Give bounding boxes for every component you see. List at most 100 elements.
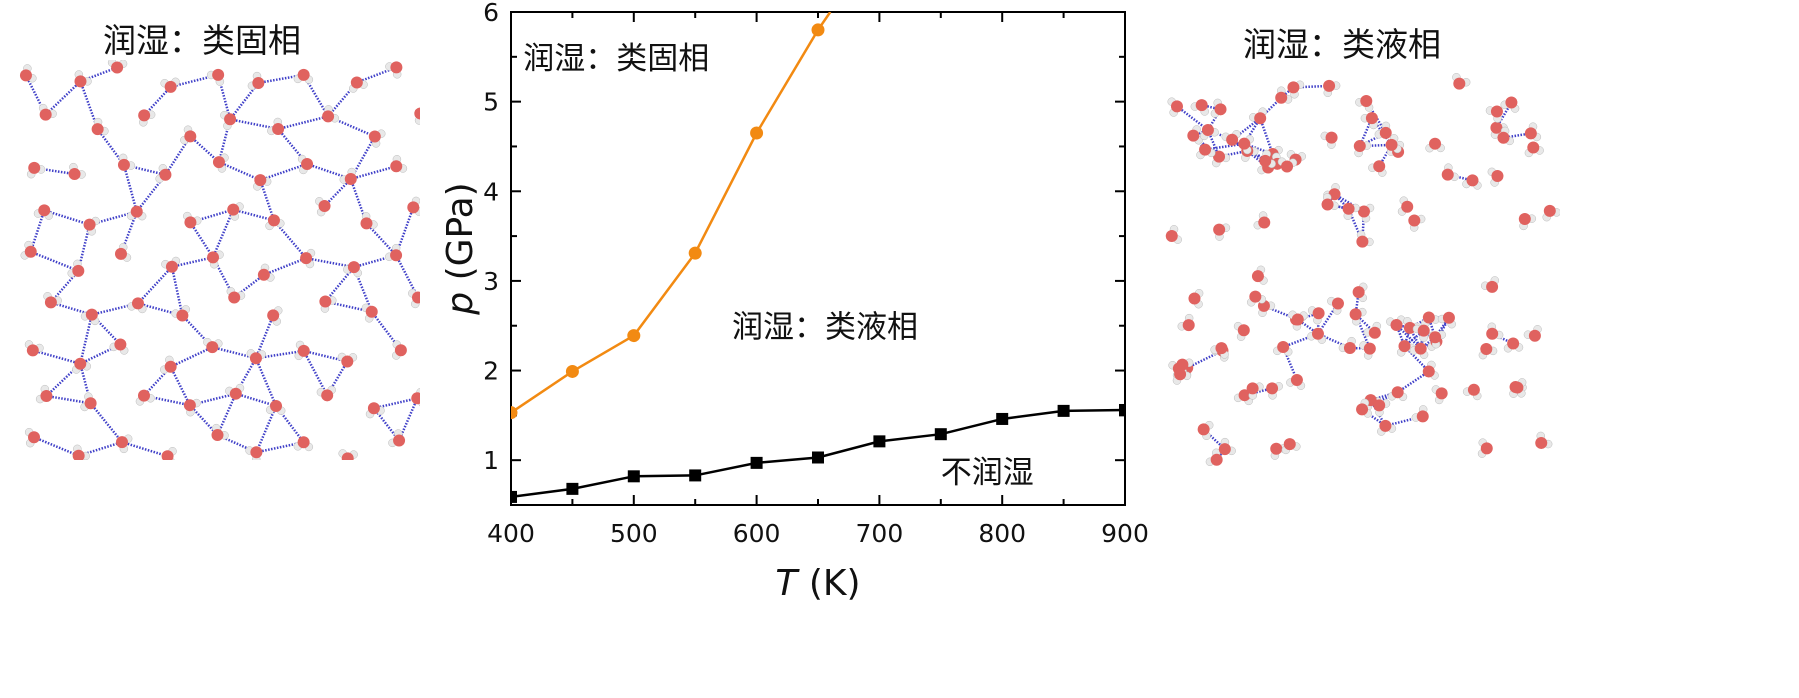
oxygen-atom (1373, 160, 1386, 173)
hydrogen-bond (137, 265, 173, 305)
oxygen-atom (267, 309, 280, 322)
oxygen-atom (72, 264, 85, 277)
oxygen-atom (1213, 223, 1226, 236)
oxygen-atom (319, 295, 332, 308)
oxygen-atom (1403, 321, 1416, 334)
oxygen-atom (1356, 403, 1369, 416)
hydrogen-bond (365, 222, 397, 257)
oxygen-atom (1486, 327, 1499, 340)
oxygen-atom (1176, 358, 1189, 371)
liquid-like-water-snapshot (1165, 73, 1560, 467)
oxygen-atom (393, 434, 406, 447)
oxygen-atom (91, 123, 104, 136)
y-tick-label: 4 (483, 177, 499, 206)
hydrogen-bond (189, 221, 215, 259)
oxygen-atom (1356, 235, 1369, 248)
oxygen-atom (44, 296, 57, 309)
oxygen-atom (390, 61, 403, 74)
hydrogen-bond (327, 115, 376, 138)
oxygen-atom (1352, 286, 1365, 299)
oxygen-atom (1527, 141, 1540, 154)
oxygen-atom (1466, 174, 1479, 187)
oxygen-atom (138, 109, 151, 122)
data-point (811, 23, 825, 37)
oxygen-atom (39, 108, 52, 121)
hydrogen-bond (170, 73, 219, 89)
oxygen-atom (212, 68, 225, 81)
oxygen-atom (367, 402, 380, 415)
oxygen-atom (1195, 99, 1208, 112)
oxygen-atom (176, 309, 189, 322)
hydrogen-bond (255, 349, 304, 360)
oxygen-atom (114, 247, 127, 260)
oxygen-atom (1187, 129, 1200, 142)
oxygen-atom (207, 251, 220, 264)
oxygen-atom (1391, 386, 1404, 399)
oxygen-atom (411, 392, 420, 405)
oxygen-atom (74, 75, 87, 88)
left-panel-title: 润湿：类固相 (103, 21, 301, 60)
oxygen-atom (1360, 95, 1373, 108)
hydrogen-bond (1259, 117, 1274, 155)
data-point (688, 246, 702, 260)
oxygen-atom (1259, 154, 1272, 167)
data-point (1057, 404, 1070, 417)
oxygen-atom (227, 203, 240, 216)
hydrogen-bond (44, 80, 82, 116)
oxygen-atom (252, 76, 265, 89)
oxygen-atom (164, 80, 177, 93)
y-axis-unit: (GPa) (440, 182, 481, 292)
oxygen-atom (117, 158, 130, 171)
y-tick-label: 1 (483, 446, 499, 475)
oxygen-atom (350, 76, 363, 89)
oxygen-atom (1312, 307, 1325, 320)
data-point (689, 469, 702, 482)
hydrogen-bond (143, 85, 172, 117)
oxygen-atom (1323, 79, 1336, 92)
oxygen-atom (1441, 168, 1454, 181)
oxygen-atom (1524, 127, 1537, 140)
oxygen-atom (1277, 341, 1290, 354)
oxygen-atom (411, 291, 420, 304)
oxygen-atom (365, 305, 378, 318)
x-tick-label: 800 (978, 519, 1026, 548)
oxygen-atom (1246, 382, 1259, 395)
oxygen-atom (1218, 443, 1231, 456)
oxygen-atom (1528, 329, 1541, 342)
oxygen-atom (19, 69, 32, 82)
y-tick-label: 3 (483, 267, 499, 296)
oxygen-atom (1270, 442, 1283, 455)
oxygen-atom (165, 260, 178, 273)
oxygen-atom (1342, 202, 1355, 215)
oxygen-atom (1188, 292, 1201, 305)
oxygen-atom (212, 156, 225, 169)
data-point (627, 329, 641, 343)
oxygen-atom (347, 261, 360, 274)
oxygen-atom (131, 297, 144, 310)
oxygen-atom (318, 199, 331, 212)
y-tick-label: 6 (483, 0, 499, 27)
oxygen-atom (1414, 342, 1427, 355)
oxygen-atom (1453, 77, 1466, 90)
oxygen-atom (322, 110, 335, 123)
hydrogen-bond (169, 366, 191, 406)
oxygen-atom (344, 172, 357, 185)
oxygen-atom (1357, 205, 1370, 218)
oxygen-atom (1385, 138, 1398, 151)
oxygen-atom (297, 436, 310, 449)
hydrogen-bond (254, 357, 278, 407)
oxygen-atom (1390, 318, 1403, 331)
hydrogen-bond (305, 256, 355, 269)
oxygen-atom (1238, 137, 1251, 150)
x-tick-label: 600 (733, 519, 781, 548)
oxygen-atom (301, 157, 314, 170)
hydrogen-bond (170, 266, 184, 316)
oxygen-atom (1254, 112, 1267, 125)
hydrogen-bond (29, 209, 46, 253)
oxygen-atom (85, 308, 98, 321)
oxygen-atom (1535, 436, 1548, 449)
hydrogen-bond (235, 392, 277, 408)
hydrogen-bond (46, 394, 91, 405)
oxygen-atom (1511, 381, 1524, 394)
oxygen-atom (1266, 382, 1279, 395)
